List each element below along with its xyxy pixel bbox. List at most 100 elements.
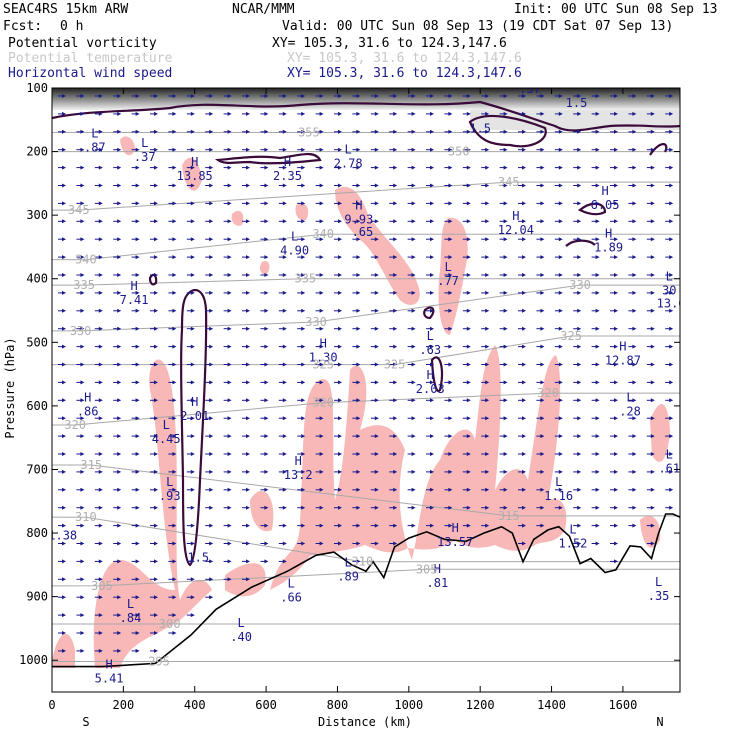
- wind-arrow: [628, 469, 637, 474]
- wind-arrow: [628, 201, 637, 206]
- wind-arrow: [591, 380, 600, 385]
- wind-arrow: [554, 452, 563, 456]
- wind-arrow: [462, 255, 471, 260]
- wind-arrow: [58, 344, 66, 349]
- wind-arrow: [113, 129, 122, 134]
- wind-arrow: [389, 290, 398, 295]
- wind-arrow: [481, 165, 490, 170]
- wind-arrow: [426, 147, 434, 152]
- wind-arrow: [426, 111, 434, 116]
- wind-arrow: [186, 362, 195, 367]
- wind-arrow: [113, 631, 122, 635]
- wind-arrow: [481, 94, 490, 98]
- wind-arrow: [426, 165, 434, 170]
- wind-arrow: [554, 326, 563, 331]
- wind-arrow: [297, 237, 306, 242]
- wind-arrow: [58, 219, 66, 224]
- wind-arrow: [610, 111, 618, 116]
- wind-arrow: [315, 219, 324, 224]
- wind-arrow: [150, 541, 158, 546]
- pv-extremum-value: 2.78: [334, 156, 363, 170]
- wind-arrow: [76, 416, 85, 421]
- pv-extremum-marker: L: [141, 136, 148, 150]
- wind-arrow: [278, 469, 287, 474]
- wind-arrow: [94, 523, 103, 528]
- wind-arrow: [168, 559, 177, 564]
- wind-arrow: [462, 344, 471, 349]
- wind-arrow: [131, 308, 140, 313]
- wind-arrow: [58, 631, 66, 635]
- wind-arrow: [113, 273, 122, 277]
- pv-extremum-marker: H: [605, 226, 612, 240]
- wind-arrow: [223, 111, 232, 116]
- wind-arrow: [518, 183, 526, 188]
- wind-arrow: [407, 434, 416, 439]
- wind-arrow: [168, 165, 177, 170]
- wind-arrow: [352, 165, 361, 170]
- wind-arrow: [315, 452, 324, 456]
- pv-contour-label: 1.5: [469, 122, 491, 136]
- wind-arrow: [646, 201, 655, 206]
- wind-arrow: [94, 541, 103, 546]
- wind-arrow: [150, 648, 158, 653]
- theta-contour: [52, 233, 680, 261]
- wind-arrow: [131, 595, 140, 600]
- wind-arrow: [499, 469, 508, 474]
- wind-arrow: [407, 469, 416, 474]
- wind-arrow: [150, 290, 158, 295]
- wind-arrow: [426, 326, 434, 331]
- wind-arrow: [223, 434, 232, 439]
- pv-extremum-value: 4.90: [280, 244, 309, 258]
- wind-arrow: [591, 111, 600, 116]
- wind-arrow: [113, 326, 122, 331]
- wind-arrow: [610, 290, 618, 295]
- wind-arrow: [665, 505, 674, 510]
- wind-arrow: [573, 94, 582, 98]
- pv-extremum-marker: H: [84, 390, 91, 404]
- wind-arrow: [168, 613, 177, 618]
- y-tick-label: 500: [26, 335, 48, 349]
- wind-arrow: [554, 308, 563, 313]
- theta-contour-label: 330: [569, 278, 591, 292]
- wind-arrow: [76, 380, 85, 385]
- wind-arrow: [352, 380, 361, 385]
- wind-arrow: [76, 183, 85, 188]
- wind-arrow: [76, 344, 85, 349]
- wind-arrow: [665, 273, 674, 277]
- wind-arrow: [462, 308, 471, 313]
- wind-arrow: [536, 487, 545, 492]
- wind-arrow: [573, 147, 582, 152]
- wind-arrow: [242, 183, 250, 188]
- wind-arrow: [352, 201, 361, 206]
- wind-arrow: [554, 255, 563, 260]
- wind-arrow: [646, 380, 655, 385]
- wind-arrow: [242, 165, 250, 170]
- wind-arrow: [58, 255, 66, 260]
- y-tick-label: 700: [26, 462, 48, 476]
- wind-arrow: [628, 147, 637, 152]
- wind-arrow: [646, 541, 655, 546]
- pv-extremum-marker: L: [345, 142, 352, 156]
- wind-arrow: [205, 94, 214, 98]
- wind-arrow: [665, 416, 674, 421]
- pv-extremum-value: 1.52: [559, 537, 588, 551]
- pv-labels: L.87 L.37 H13.85H2.35L2.78H9.93.65L4.90L.7…: [52, 88, 680, 685]
- wind-arrow: [260, 505, 269, 510]
- wind-arrow: [352, 344, 361, 349]
- wind-arrow: [444, 290, 453, 295]
- wind-arrow: [481, 308, 490, 313]
- wind-arrow: [260, 165, 269, 170]
- wind-arrow: [481, 487, 490, 492]
- wind-arrow: [554, 290, 563, 295]
- wind-arrow: [205, 201, 214, 206]
- wind-arrow: [407, 147, 416, 152]
- wind-arrow: [573, 308, 582, 313]
- pv-extremum-value: 9.93: [344, 212, 373, 226]
- wind-arrow: [352, 362, 361, 367]
- x-tick-label: 1200: [466, 698, 495, 712]
- wind-arrow: [223, 541, 232, 546]
- wind-arrow: [462, 362, 471, 367]
- wind-arrow: [223, 487, 232, 492]
- wind-arrow: [426, 290, 434, 295]
- wind-arrow: [315, 398, 324, 403]
